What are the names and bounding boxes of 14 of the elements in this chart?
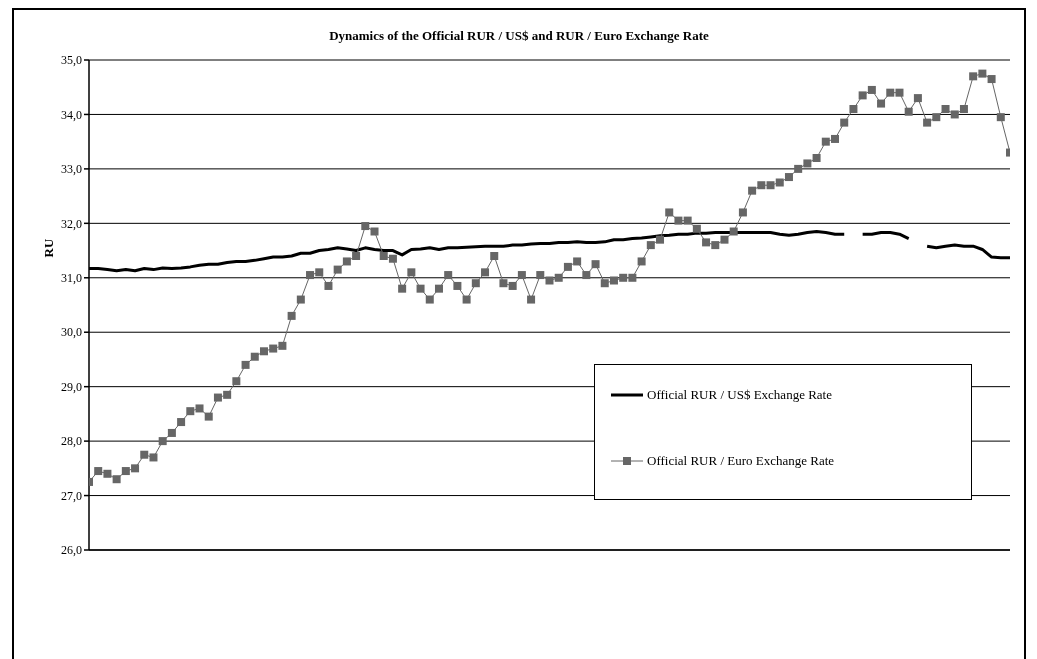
y-tick-label: 26,0 — [61, 543, 82, 558]
y-tick-label: 29,0 — [61, 379, 82, 394]
y-tick-label: 32,0 — [61, 216, 82, 231]
y-tick-label: 35,0 — [61, 53, 82, 68]
y-tick-label: 31,0 — [61, 271, 82, 286]
chart-title: Dynamics of the Official RUR / US$ and RUR / Euro Exchange Rate — [328, 28, 710, 44]
y-tick-label: 30,0 — [61, 325, 82, 340]
legend-label: Official RUR / US$ Exchange Rate — [647, 387, 832, 403]
y-axis-title: RU — [41, 238, 58, 258]
y-tick-label: 27,0 — [61, 488, 82, 503]
y-tick-label: 33,0 — [61, 162, 82, 177]
y-tick-label: 34,0 — [61, 107, 82, 122]
legend-label: Official RUR / Euro Exchange Rate — [647, 453, 835, 469]
y-tick-label: 28,0 — [61, 434, 82, 449]
